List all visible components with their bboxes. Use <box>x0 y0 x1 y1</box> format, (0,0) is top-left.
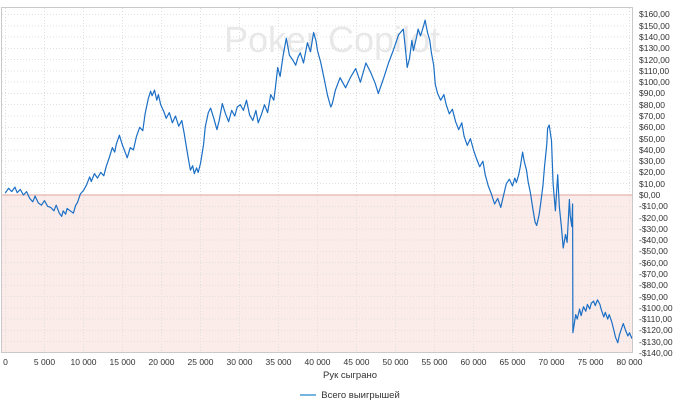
y-tick-label: $60,00 <box>639 122 665 133</box>
x-tick-label: 75 000 <box>577 357 604 367</box>
series-total-winnings <box>4 19 632 344</box>
watermark: Poker Copilot <box>224 19 440 60</box>
y-tick-label: $40,00 <box>639 144 665 155</box>
y-tick-label: -$10,00 <box>639 201 668 212</box>
x-tick-label: 65 000 <box>499 357 526 367</box>
x-tick-label: 50 000 <box>382 357 409 367</box>
x-tick-label: 70 000 <box>538 357 565 367</box>
plot-area: Poker Copilot <box>1 7 633 353</box>
y-tick-label: $120,00 <box>639 54 670 65</box>
y-tick-label: $80,00 <box>639 99 665 110</box>
y-tick-label: -$20,00 <box>639 212 668 223</box>
y-tick-label: $0,00 <box>639 190 661 200</box>
y-tick-label: $150,00 <box>639 20 670 31</box>
x-tick-label: 0 <box>3 357 8 367</box>
y-tick-label: -$30,00 <box>639 223 668 234</box>
y-tick-label: -$140,00 <box>639 347 673 358</box>
legend-line-swatch <box>300 394 317 396</box>
winnings-line-chart: Poker Copilot <box>2 8 632 352</box>
y-tick-label: -$110,00 <box>639 314 672 325</box>
y-tick-label: $20,00 <box>639 167 665 178</box>
y-tick-label: $50,00 <box>639 133 665 144</box>
y-tick-label: -$60,00 <box>639 257 668 268</box>
y-tick-label: -$130,00 <box>639 336 673 347</box>
x-tick-label: 55 000 <box>421 357 448 367</box>
legend: Всего выигрышей <box>0 388 700 402</box>
x-tick-label: 15 000 <box>109 357 136 367</box>
y-tick-label: $100,00 <box>639 77 670 88</box>
x-tick-label: 60 000 <box>460 357 487 367</box>
x-tick-label: 35 000 <box>265 357 292 367</box>
y-tick-label: $160,00 <box>639 9 670 20</box>
y-tick-label: -$70,00 <box>639 268 668 279</box>
y-tick-label: $90,00 <box>639 88 665 99</box>
y-tick-label: -$50,00 <box>639 246 668 257</box>
x-tick-label: 25 000 <box>187 357 214 367</box>
y-tick-label: $110,00 <box>639 65 670 76</box>
x-tick-label: 10 000 <box>70 357 97 367</box>
y-tick-label: -$120,00 <box>639 325 673 336</box>
x-tick-label: 45 000 <box>343 357 370 367</box>
y-tick-label: -$100,00 <box>639 302 673 313</box>
y-tick-label: $140,00 <box>639 32 670 43</box>
x-tick-label: 5 000 <box>33 357 56 367</box>
y-tick-label: -$90,00 <box>639 291 668 302</box>
x-tick-label: 30 000 <box>226 357 253 367</box>
y-tick-label: $30,00 <box>639 156 665 167</box>
y-tick-label: $10,00 <box>639 178 665 189</box>
x-axis-title: Рук сыграно <box>322 370 378 381</box>
y-tick-label: -$80,00 <box>639 280 668 291</box>
legend-label: Всего выигрышей <box>321 389 400 401</box>
y-tick-label: -$40,00 <box>639 235 668 246</box>
x-tick-label: 40 000 <box>304 357 331 367</box>
x-tick-label: 80 000 <box>616 357 643 367</box>
y-tick-label: $70,00 <box>639 111 665 122</box>
x-tick-label: 20 000 <box>148 357 175 367</box>
y-tick-label: $130,00 <box>639 43 670 54</box>
